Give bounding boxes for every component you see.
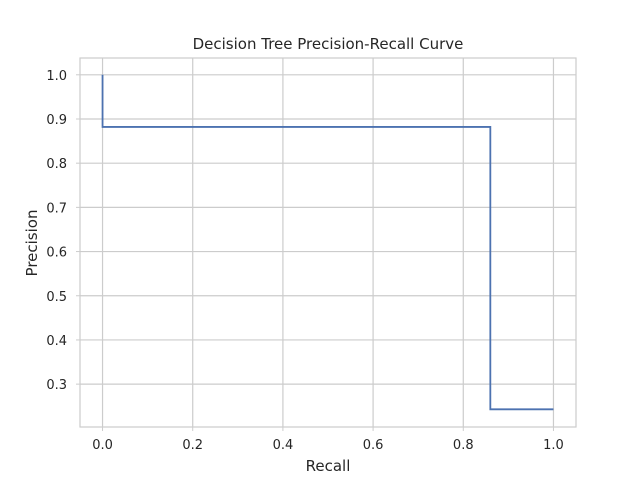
y-tick-label: 0.6 [46,246,67,261]
x-tick-label: 1.0 [543,438,564,453]
x-tick-label: 0.2 [182,438,203,453]
y-tick-label: 0.7 [46,201,67,216]
x-axis-label: Recall [306,457,351,475]
x-tick-label: 0.4 [273,438,294,453]
series [101,74,554,411]
plot-frame [79,57,577,428]
y-tick-label: 0.3 [46,378,67,393]
x-tick-label: 0.8 [453,438,474,453]
y-tick-label: 0.5 [46,290,67,305]
y-tick-label: 0.9 [46,113,67,128]
x-tick-label: 0.0 [92,438,113,453]
ticks [76,74,554,431]
pr-curve-line [101,74,554,411]
tick-labels: 0.0 0.2 0.4 0.6 0.8 1.0 0.3 0.4 0.5 0.6 0.7 0.8 0.9 1… [46,69,563,453]
chart-title: Decision Tree Precision-Recall Curve [193,35,464,53]
y-axis-label: Precision [23,210,41,277]
x-tick-label: 0.6 [363,438,384,453]
y-tick-label: 0.8 [46,157,67,172]
y-tick-label: 0.4 [46,334,67,349]
grid [80,58,576,427]
y-tick-label: 1.0 [46,69,67,84]
